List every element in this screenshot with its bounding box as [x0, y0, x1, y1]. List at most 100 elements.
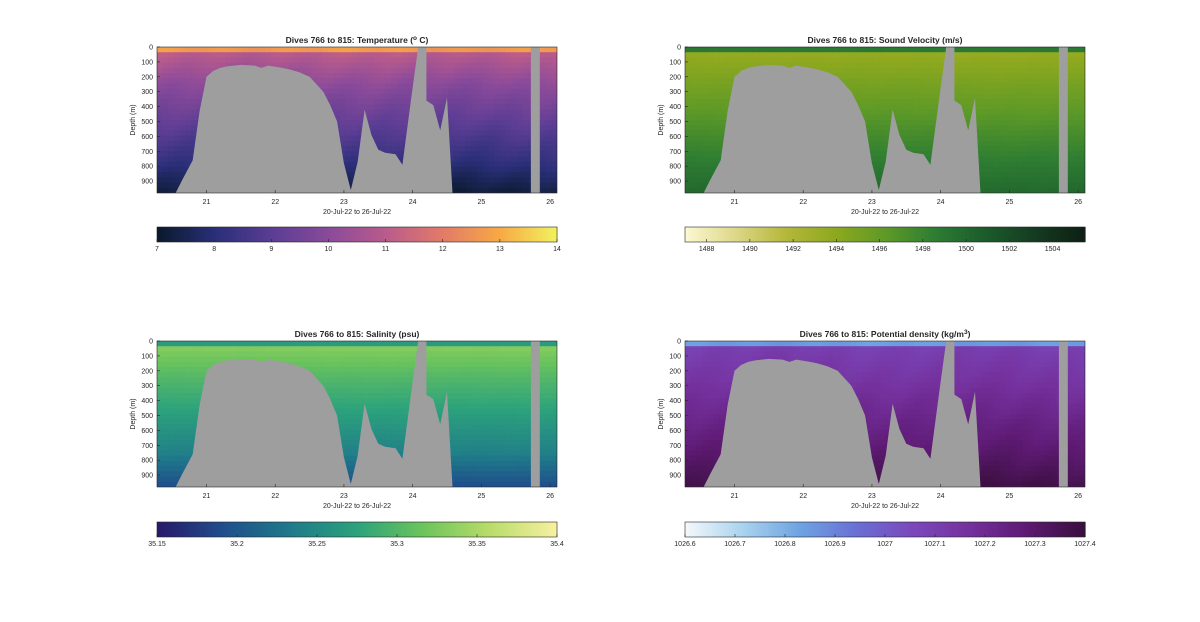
heatmap-cell	[707, 172, 715, 178]
heatmap-cell	[174, 450, 181, 457]
heatmap-cell	[185, 414, 192, 420]
heatmap-cell	[477, 78, 484, 85]
heatmap-cell	[522, 156, 530, 163]
heatmap-cell	[385, 67, 392, 74]
heatmap-cell	[191, 93, 198, 100]
heatmap-cell	[162, 187, 170, 193]
heatmap-cell	[162, 125, 170, 132]
heatmap-cell	[919, 109, 926, 116]
heatmap-cells	[157, 47, 557, 193]
heatmap-cell	[1027, 93, 1035, 100]
colorbar-tick-label: 1498	[915, 246, 931, 253]
heatmap-cell	[157, 62, 164, 69]
heatmap-cell	[999, 109, 1006, 116]
heatmap-cell	[174, 471, 181, 478]
heatmap-cell	[162, 466, 170, 472]
heatmap-cell	[987, 182, 995, 189]
heatmap-cell	[1045, 161, 1052, 168]
heatmap-cell	[385, 47, 392, 53]
heatmap-cell	[179, 450, 187, 457]
heatmap-cell	[185, 440, 192, 446]
y-tick-label: 500	[669, 119, 681, 126]
heatmap-cell	[1022, 120, 1029, 126]
heatmap-cell	[471, 88, 478, 95]
heatmap-cell	[856, 57, 863, 64]
heatmap-cell	[885, 135, 892, 142]
heatmap-cell	[157, 382, 164, 389]
heatmap-cell	[1039, 146, 1046, 152]
heatmap-cell	[385, 83, 392, 90]
colorbar-segment	[821, 227, 826, 242]
colorbar-tick-label: 10	[325, 246, 333, 253]
heatmap-cell	[1005, 57, 1012, 64]
heatmap-cell	[185, 135, 192, 142]
colorbar-segment	[167, 227, 171, 242]
heatmap-cell	[885, 88, 892, 95]
heatmap-cell	[839, 62, 846, 69]
heatmap-cell	[707, 125, 715, 132]
heatmap-cell	[191, 372, 198, 379]
heatmap-cell	[925, 52, 932, 59]
heatmap-cell	[482, 114, 490, 121]
y-tick-label: 100	[141, 59, 153, 66]
heatmap-cell	[334, 114, 341, 121]
heatmap-cell	[856, 52, 863, 59]
colorbar-segment	[958, 227, 963, 242]
heatmap-cell	[454, 88, 461, 95]
heatmap-cell	[351, 52, 358, 59]
heatmap-cell	[277, 47, 284, 53]
heatmap-cell	[1039, 109, 1046, 116]
heatmap-cell	[499, 73, 507, 79]
colorbar-segment	[253, 227, 258, 242]
heatmap-cell	[448, 140, 455, 147]
heatmap-cell	[511, 166, 518, 173]
colorbar-segment	[945, 227, 949, 242]
heatmap-cell	[499, 166, 507, 173]
heatmap-cell	[690, 166, 698, 173]
heatmap-cell	[431, 67, 438, 74]
heatmap-cell	[179, 73, 187, 79]
heatmap-cell	[465, 78, 472, 85]
heatmap-cell	[919, 120, 926, 126]
heatmap-cell	[471, 120, 478, 126]
heatmap-cell	[231, 57, 238, 64]
heatmap-cell	[965, 67, 972, 74]
heatmap-cell	[505, 166, 512, 173]
colorbar-segment	[1038, 227, 1043, 242]
heatmap-cell	[987, 166, 995, 173]
heatmap-cell	[162, 83, 170, 90]
heatmap-cell	[397, 78, 404, 85]
heatmap-cell	[902, 57, 909, 64]
heatmap-cell	[685, 67, 692, 74]
heatmap-cell	[1005, 104, 1012, 111]
heatmap-cell	[1067, 172, 1075, 178]
heatmap-cell	[174, 460, 181, 467]
heatmap-cell	[505, 104, 512, 111]
heatmap-cell	[357, 99, 364, 105]
colorbar-segment	[745, 227, 749, 242]
heatmap-cell	[982, 120, 989, 126]
heatmap-cell	[425, 52, 432, 59]
heatmap-cell	[505, 67, 512, 74]
heatmap-cell	[982, 73, 989, 79]
heatmap-cell	[925, 47, 932, 53]
heatmap-cell	[425, 47, 432, 53]
colorbar-segment	[768, 227, 773, 242]
heatmap-cell	[294, 62, 301, 69]
heatmap-cell	[1050, 73, 1058, 79]
heatmap-cell	[368, 104, 375, 111]
heatmap-cell	[511, 104, 518, 111]
heatmap-cell	[351, 47, 358, 53]
heatmap-cell	[219, 57, 227, 64]
heatmap-cell	[522, 47, 530, 53]
heatmap-cell	[185, 393, 192, 399]
heatmap-cell	[1022, 172, 1029, 178]
heatmap-cell	[873, 130, 880, 137]
heatmap-cell	[833, 67, 840, 74]
colorbar-segment	[320, 227, 325, 242]
heatmap-cell	[827, 67, 835, 74]
heatmap-cell	[454, 47, 461, 53]
heatmap-cell	[459, 125, 467, 132]
heatmap-cell	[185, 419, 192, 426]
colorbar-segment	[233, 227, 238, 242]
